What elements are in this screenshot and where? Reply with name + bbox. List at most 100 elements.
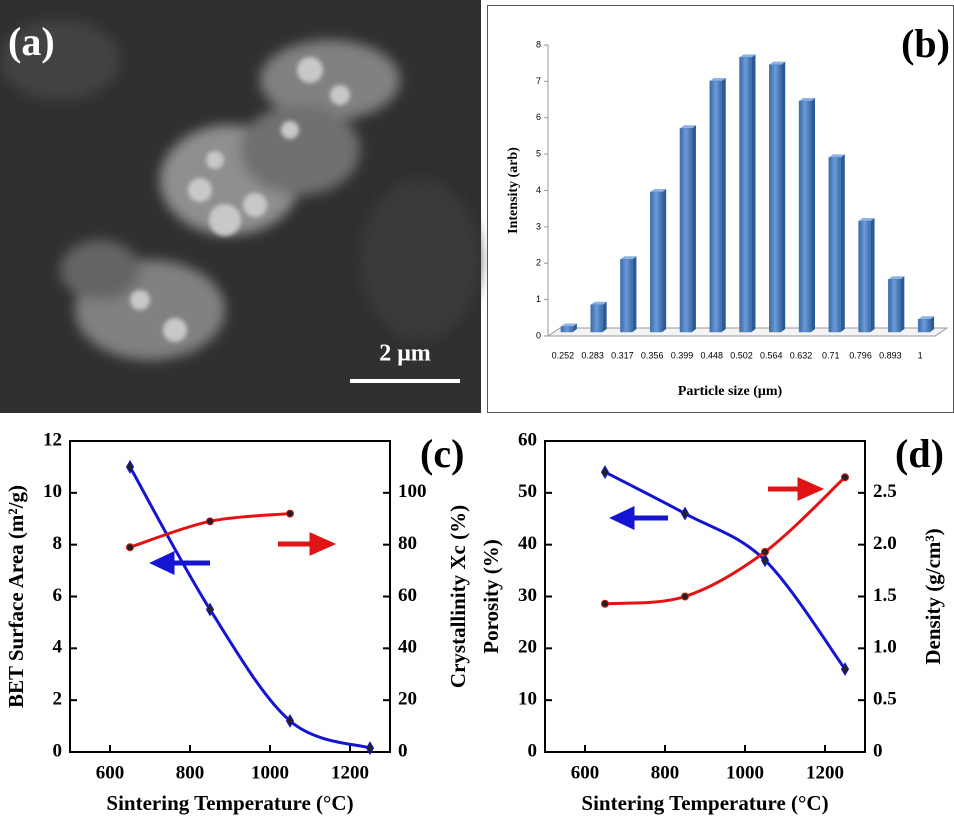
bar-side [781, 61, 786, 333]
y2-tick-label: 0.5 [873, 689, 897, 710]
bar-top [769, 61, 786, 65]
bar-side [691, 125, 696, 332]
bar-side [930, 316, 935, 332]
bar-side [751, 54, 756, 333]
bar [828, 157, 842, 333]
x-tick-label: 0.71 [822, 350, 840, 360]
y2-tick-label: 0 [873, 740, 883, 761]
y-axis-label: BET Surface Area (m²/g) [4, 485, 28, 708]
marker [841, 473, 849, 482]
marker [760, 553, 770, 568]
x-tick-label: 0.252 [552, 350, 575, 360]
bar-side [602, 301, 607, 332]
y-tick-label: 30 [518, 585, 537, 606]
panel-label: (d) [895, 431, 944, 476]
bar-side [900, 276, 905, 332]
x-tick-label: 0.564 [760, 350, 783, 360]
x-tick-label: 1200 [806, 762, 844, 783]
y-tick-label: 60 [518, 429, 537, 450]
marker [126, 543, 134, 552]
y-tick-label: 4 [53, 637, 63, 658]
y-tick-label: 10 [43, 481, 62, 502]
bar [649, 191, 663, 333]
x-tick-label: 1 [918, 350, 923, 360]
bar-top [679, 125, 696, 129]
marker [285, 713, 295, 728]
bar-top [828, 154, 845, 158]
x-tick-label: 800 [651, 762, 680, 783]
bar-side [811, 98, 816, 332]
panel-label: (c) [420, 431, 464, 476]
bar [798, 100, 812, 333]
y-tick-label: 2 [53, 689, 63, 710]
bar-side [840, 154, 845, 332]
y-tick-label: 6 [53, 585, 63, 606]
y-tick-label: 10 [518, 689, 537, 710]
x-tick-label: 1000 [251, 762, 289, 783]
bar-top [560, 323, 577, 327]
x-tick-label: 1000 [726, 762, 764, 783]
y2-tick-label: 1.0 [873, 637, 897, 658]
panel-label: (a) [8, 19, 55, 64]
y2-tick-label: 0 [398, 740, 408, 761]
x-tick-label: 800 [176, 762, 205, 783]
x-tick-label: 0.356 [641, 350, 664, 360]
bar [888, 279, 901, 333]
bar-top [709, 78, 726, 82]
y-tick-label: 12 [43, 429, 62, 450]
y-tick-label: 8 [536, 39, 541, 49]
bar [620, 259, 633, 333]
marker [125, 459, 135, 474]
y-tick-label: 3 [536, 221, 541, 231]
scale-bar-label: 2 μm [379, 341, 431, 367]
x-axis-label: Particle size (μm) [678, 384, 783, 399]
bar-top [888, 276, 905, 280]
y-tick-label: 4 [536, 185, 541, 195]
bar [709, 80, 722, 333]
panel-label: (b) [901, 21, 950, 66]
bar-side [632, 256, 637, 332]
bar [560, 326, 574, 333]
y-tick-label: 20 [518, 637, 537, 658]
bar [769, 64, 782, 333]
series-line [604, 476, 847, 606]
x-tick-label: 0.502 [730, 350, 753, 360]
bar-side [662, 188, 667, 332]
y-tick-label: 1 [536, 294, 541, 304]
bar-top [799, 98, 816, 102]
sem-image [0, 0, 481, 413]
y-tick-label: 0 [528, 740, 538, 761]
plot-frame [69, 440, 391, 753]
y2-tick-label: 20 [398, 689, 417, 710]
x-tick-label: 600 [96, 762, 125, 783]
y2-axis-label: Crystallinity Xc (%) [446, 505, 470, 688]
bar [679, 128, 693, 333]
x-tick-label: 0.448 [700, 350, 723, 360]
y2-tick-label: 2.5 [873, 481, 897, 502]
bar-top [739, 54, 756, 58]
y2-tick-label: 2.0 [873, 533, 897, 554]
marker [681, 592, 689, 601]
x-tick-label: 0.283 [581, 350, 604, 360]
y2-axis-label: Density (g/cm³) [921, 528, 945, 664]
y2-tick-label: 1.5 [873, 585, 897, 606]
marker [365, 741, 375, 756]
y2-tick-label: 80 [398, 533, 417, 554]
series-line [128, 466, 371, 750]
y-tick-label: 50 [518, 481, 537, 502]
y-axis-label: Porosity (%) [479, 539, 503, 654]
bar-top [650, 188, 667, 192]
bar-side [572, 323, 577, 332]
y2-tick-label: 100 [398, 481, 427, 502]
bar-side [721, 78, 726, 332]
bar-top [918, 316, 935, 320]
y-tick-label: 8 [53, 533, 63, 554]
y-tick-label: 7 [536, 76, 541, 86]
y-tick-label: 40 [518, 533, 537, 554]
bar-top [590, 301, 607, 305]
y-axis-label: Intensity (arb) [506, 147, 521, 234]
marker [286, 509, 294, 518]
x-tick-label: 1200 [331, 762, 369, 783]
bar-top [620, 256, 637, 260]
marker [601, 599, 609, 608]
